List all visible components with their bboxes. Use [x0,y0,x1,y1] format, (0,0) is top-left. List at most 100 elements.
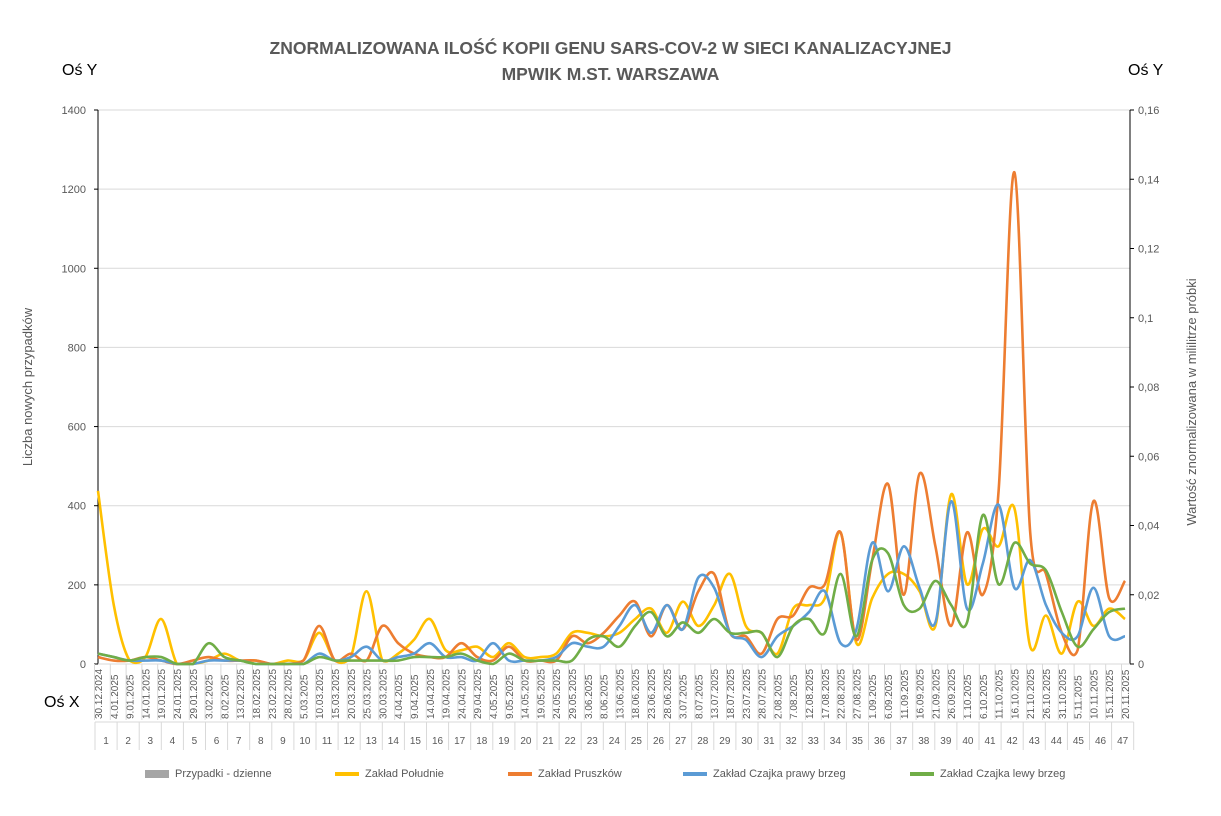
legend-item-czajka-prawy: Zakład Czajka prawy brzeg [683,768,846,780]
week-label: 22 [565,736,577,747]
x-date-label: 8.07.2025 [694,674,705,719]
week-label: 35 [852,736,864,747]
week-label: 33 [808,736,820,747]
right-axis-title: Wartość znormalizowana w mililitrze prób… [1184,278,1199,525]
week-label: 17 [454,736,466,747]
x-date-label: 15.11.2025 [1105,669,1116,719]
left-tick-label: 1400 [62,105,86,117]
week-label: 36 [874,736,886,747]
right-tick-label: 0,12 [1138,244,1159,256]
x-date-label: 26.10.2025 [1042,669,1053,719]
week-label: 11 [322,736,333,747]
week-label: 8 [258,736,264,747]
x-date-label: 1.09.2025 [868,674,879,719]
week-label: 24 [609,736,621,747]
x-date-label: 8.06.2025 [600,674,611,719]
week-label: 42 [1007,736,1019,747]
legend-item-cases: Przypadki - dzienne [145,768,272,780]
x-date-label: 18.02.2025 [252,669,263,719]
right-tick-label: 0,02 [1138,590,1159,602]
x-date-label: 23.02.2025 [268,669,279,719]
x-date-label: 9.04.2025 [410,674,421,719]
legend-swatch [508,772,532,776]
legend-item-poludnie: Zakład Południe [335,768,444,780]
week-label: 44 [1051,736,1063,747]
x-date-label: 16.09.2025 [916,669,927,719]
left-tick-label: 1200 [62,184,86,196]
week-label: 41 [984,736,996,747]
x-date-label: 11.09.2025 [900,669,911,719]
right-tick-label: 0,04 [1138,521,1159,533]
left-tick-label: 1000 [62,263,86,275]
chart-title-line2: MPWIK M.ST. WARSZAWA [501,64,720,84]
legend-item-pruszkow: Zakład Pruszków [508,768,622,780]
right-tick-label: 0,06 [1138,451,1159,463]
legend-label: Przypadki - dzienne [175,768,272,780]
legend: Przypadki - dzienne Zakład Południe Zakł… [0,768,1221,788]
week-label: 34 [830,736,842,747]
x-date-label: 14.04.2025 [426,669,437,719]
week-label: 4 [170,736,176,747]
week-label: 14 [388,736,400,747]
right-tick-label: 0,1 [1138,313,1153,325]
right-tick-label: 0,16 [1138,105,1159,117]
week-label: 7 [236,736,242,747]
x-date-label: 24.05.2025 [552,669,563,719]
x-date-label: 20.11.2025 [1121,669,1132,719]
x-date-label: 29.01.2025 [189,669,200,719]
x-date-label: 4.05.2025 [489,674,500,719]
left-tick-label: 600 [68,422,86,434]
x-date-label: 31.10.2025 [1058,669,1069,719]
x-date-label: 10.11.2025 [1089,669,1100,719]
x-date-label: 16.10.2025 [1010,669,1021,719]
right-tick-label: 0 [1138,659,1144,671]
week-label: 37 [896,736,908,747]
x-date-label: 13.02.2025 [236,669,247,719]
x-date-label: 3.07.2025 [679,674,690,719]
week-label: 19 [498,736,510,747]
week-label: 25 [631,736,643,747]
week-label: 3 [147,736,153,747]
week-label: 27 [675,736,687,747]
x-date-label: 7.08.2025 [789,674,800,719]
week-label: 16 [432,736,444,747]
x-date-label: 6.10.2025 [979,674,990,719]
legend-item-czajka-lewy: Zakład Czajka lewy brzeg [910,768,1065,780]
legend-label: Zakład Czajka lewy brzeg [940,768,1066,780]
x-date-label: 23.07.2025 [742,669,753,719]
left-tick-label: 800 [68,342,86,354]
week-label: 32 [786,736,798,747]
x-date-label: 9.05.2025 [505,674,516,719]
x-date-label: 1.10.2025 [963,674,974,719]
week-label: 9 [280,736,286,747]
right-tick-label: 0,14 [1138,174,1159,186]
week-label: 20 [520,736,532,747]
week-label: 10 [299,736,311,747]
week-label: 30 [741,736,753,747]
x-date-label: 28.02.2025 [284,669,295,719]
x-date-label: 12.08.2025 [805,669,816,719]
x-date-label: 11.10.2025 [995,669,1006,719]
x-date-label: 13.06.2025 [615,669,626,719]
x-date-label: 22.08.2025 [837,669,848,719]
x-date-label: 3.06.2025 [584,674,595,719]
x-date-label: 18.06.2025 [631,669,642,719]
x-date-label: 24.01.2025 [173,669,184,719]
x-date-label: 25.03.2025 [363,669,374,719]
week-label: 12 [344,736,356,747]
week-label: 26 [653,736,665,747]
x-date-label: 5.03.2025 [299,674,310,719]
x-date-label: 19.05.2025 [536,669,547,719]
x-date-label: 26.09.2025 [947,669,958,719]
week-label: 15 [410,736,422,747]
x-date-label: 30.03.2025 [378,669,389,719]
x-date-label: 3.02.2025 [205,674,216,719]
x-date-label: 2.08.2025 [773,674,784,719]
x-date-label: 19.01.2025 [157,669,168,719]
x-date-label: 5.11.2025 [1074,675,1085,719]
left-tick-label: 400 [68,501,86,513]
x-date-label: 4.04.2025 [394,674,405,719]
week-label: 39 [940,736,952,747]
x-date-label: 23.06.2025 [647,669,658,719]
week-label: 28 [697,736,709,747]
